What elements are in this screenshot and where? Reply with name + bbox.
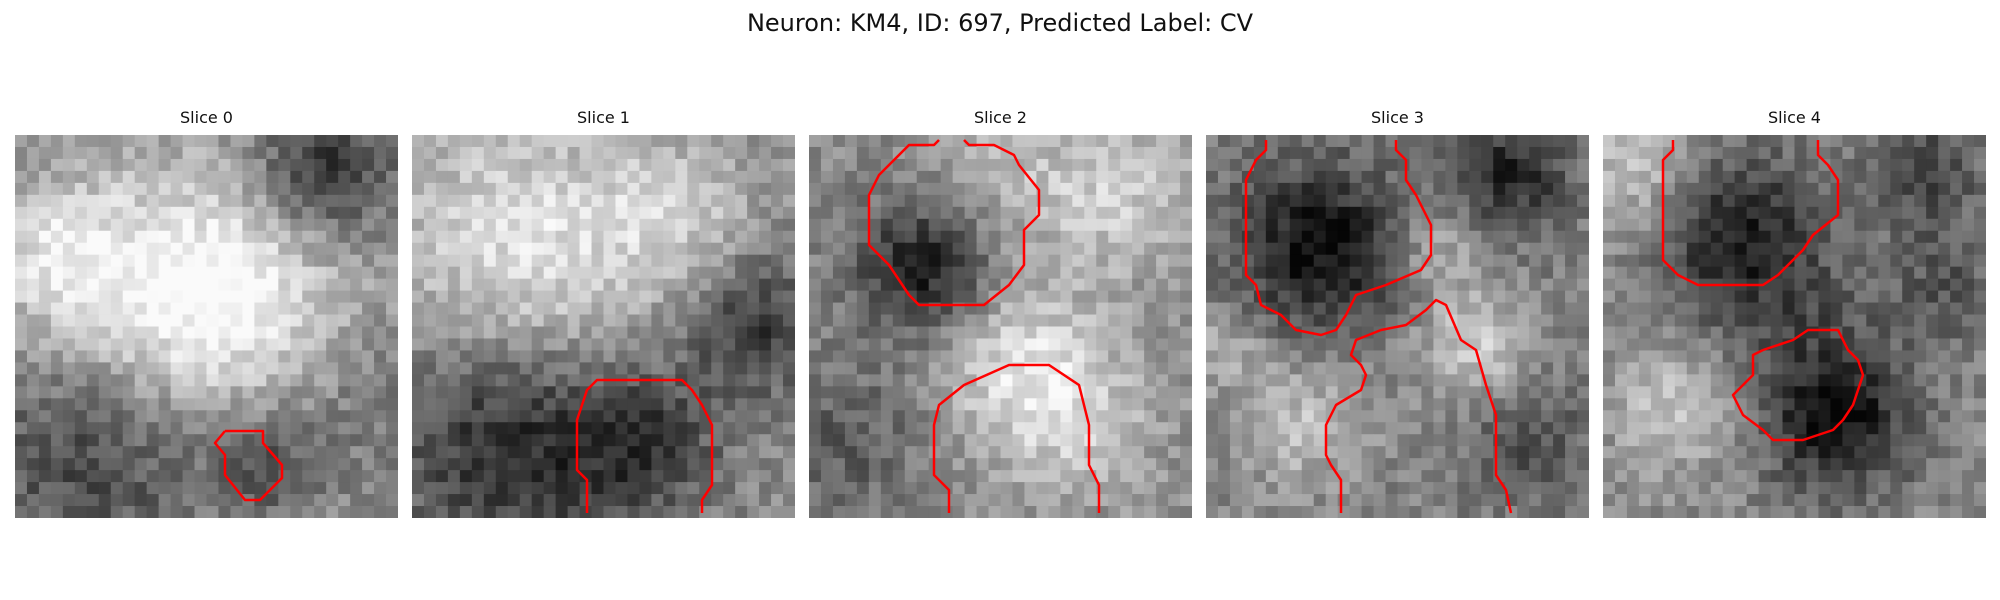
pixel-grid	[412, 135, 795, 518]
slice-title: Slice 1	[412, 108, 795, 128]
slice-panel-0: Slice 0	[15, 108, 398, 520]
slice-title: Slice 3	[1206, 108, 1589, 128]
slice-panel-4: Slice 4	[1603, 108, 1986, 520]
slice-image	[1603, 135, 1986, 518]
pixel-grid	[15, 135, 398, 518]
slice-image	[15, 135, 398, 518]
figure-title: Neuron: KM4, ID: 697, Predicted Label: C…	[0, 8, 2000, 38]
slice-image	[412, 135, 795, 518]
pixel-grid	[809, 135, 1192, 518]
slice-panel-2: Slice 2	[809, 108, 1192, 520]
pixel-grid	[1603, 135, 1986, 518]
slice-image	[809, 135, 1192, 518]
slice-title: Slice 2	[809, 108, 1192, 128]
slice-title: Slice 4	[1603, 108, 1986, 128]
slice-panel-1: Slice 1	[412, 108, 795, 520]
slice-panel-3: Slice 3	[1206, 108, 1589, 520]
slice-title: Slice 0	[15, 108, 398, 128]
slice-image	[1206, 135, 1589, 518]
